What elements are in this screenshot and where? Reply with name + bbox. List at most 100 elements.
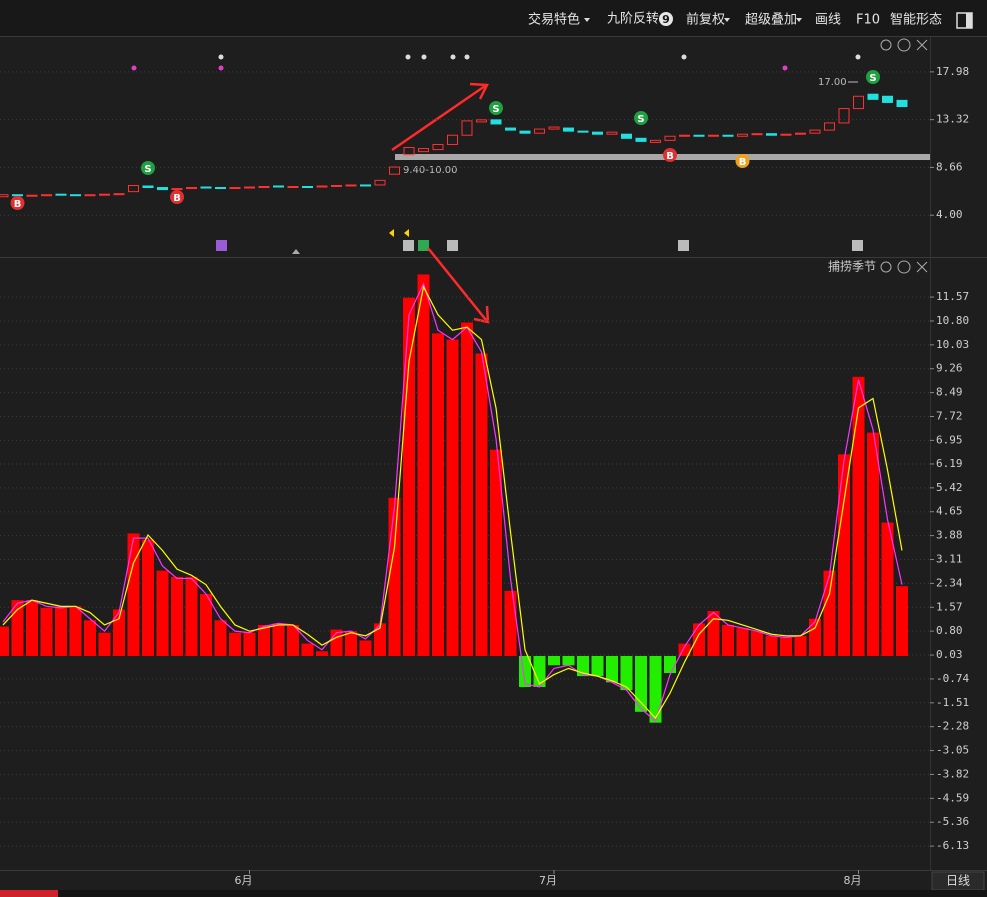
candle	[693, 134, 705, 137]
x-tick-label: 7月	[539, 874, 557, 887]
x-tick-label: 8月	[844, 874, 862, 887]
badge	[659, 12, 673, 26]
candle	[751, 133, 763, 136]
candle	[432, 143, 444, 151]
bar	[765, 635, 778, 656]
active-tab[interactable]	[0, 890, 58, 897]
bar	[258, 624, 270, 656]
caret	[584, 18, 590, 22]
menu-item[interactable]: 前复权	[686, 12, 725, 28]
candle	[26, 194, 38, 197]
candle	[0, 194, 9, 198]
menu-item[interactable]: 超级叠加	[745, 13, 797, 28]
settings-icon[interactable]	[880, 261, 892, 273]
bar	[606, 655, 618, 683]
icon	[292, 249, 300, 254]
menu-item[interactable]: F10	[856, 13, 880, 28]
candle	[418, 148, 429, 153]
bar	[142, 539, 154, 656]
annotation: 17.00	[818, 77, 847, 88]
star	[131, 65, 137, 71]
bottom-icons	[216, 229, 863, 254]
y-tick-label: 0.03	[936, 648, 963, 661]
y-tick-label: 4.65	[936, 505, 963, 518]
y-tick-label: 5.42	[936, 481, 963, 494]
bar	[403, 297, 415, 656]
candle	[563, 127, 574, 132]
close-icon[interactable]	[916, 261, 928, 273]
bar	[707, 610, 720, 656]
y-tick-label: 2.34	[936, 576, 963, 589]
bar	[548, 655, 560, 666]
signal-badge	[10, 196, 25, 210]
y-tick-label: 3.11	[936, 553, 963, 566]
candle	[534, 128, 545, 134]
candle	[447, 134, 458, 145]
y-tick-label: 4.00	[936, 208, 963, 221]
y-tick-label: 13.32	[936, 113, 969, 126]
close-icon[interactable]	[916, 39, 928, 51]
bar	[287, 624, 299, 656]
candle	[766, 133, 777, 136]
y-tick-label: -2.28	[936, 720, 969, 733]
y-tick-label: -3.82	[936, 767, 969, 780]
signal-badge	[866, 70, 880, 84]
candle	[403, 147, 415, 156]
candle	[809, 129, 821, 134]
candle	[838, 108, 850, 124]
icon	[418, 240, 429, 251]
arrow	[427, 247, 490, 324]
menu-item[interactable]: 九阶反转	[607, 12, 659, 27]
settings-icon[interactable]	[880, 39, 892, 51]
candle	[171, 188, 183, 191]
bar	[881, 522, 894, 656]
bar	[620, 655, 633, 691]
icon	[404, 229, 409, 237]
menu-item[interactable]: 画线	[815, 13, 841, 28]
bar	[562, 655, 575, 666]
bar	[867, 432, 879, 656]
period-label[interactable]: 日线	[946, 874, 970, 888]
help-icon[interactable]	[897, 260, 911, 274]
menu-item[interactable]: 智能形态	[890, 13, 942, 28]
indicator-title: 捕捞季节	[828, 259, 876, 274]
icon	[389, 229, 394, 237]
y-tick-label: 11.57	[936, 290, 969, 303]
help-icon[interactable]	[897, 38, 911, 52]
stars	[218, 54, 861, 60]
candle	[824, 122, 835, 131]
bar	[780, 637, 792, 656]
y-tick-label: 1.57	[936, 600, 963, 613]
candle	[621, 133, 632, 139]
bar	[490, 449, 502, 656]
menu-item[interactable]: 交易特色	[528, 12, 580, 28]
icon	[403, 240, 414, 251]
y-tick-label: 3.88	[936, 529, 963, 542]
candle	[592, 131, 603, 135]
caret	[724, 18, 730, 22]
indicator-line	[2, 285, 903, 720]
stars	[131, 65, 788, 71]
bar	[243, 632, 256, 656]
panel-controls[interactable]	[880, 38, 928, 274]
signal-label: S	[637, 114, 644, 125]
candle	[577, 130, 589, 133]
signal-badge	[634, 111, 648, 125]
candle	[113, 193, 125, 196]
candle	[606, 131, 618, 135]
signal-label: B	[666, 151, 674, 162]
signal-badge	[663, 148, 677, 162]
bar	[446, 339, 459, 656]
candle	[374, 179, 386, 186]
price-band	[395, 154, 930, 160]
bar	[359, 640, 372, 656]
bar	[577, 655, 589, 677]
candle	[664, 135, 676, 141]
signal-label: B	[14, 199, 22, 210]
bar	[852, 376, 865, 656]
y-tick-label: 0.80	[936, 624, 963, 637]
signal-label: B	[739, 157, 747, 168]
bar	[432, 333, 444, 656]
candle	[389, 166, 400, 175]
y-tick-label: -3.05	[936, 744, 969, 757]
